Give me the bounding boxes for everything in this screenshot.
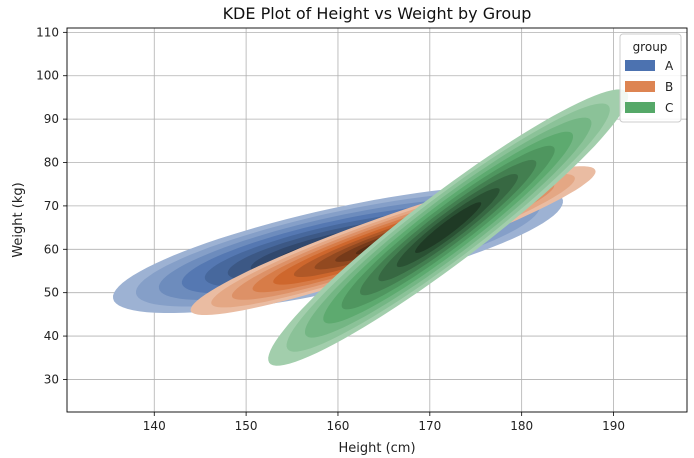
- x-tick-label: 170: [418, 419, 441, 433]
- y-tick-label: 100: [36, 69, 59, 83]
- x-tick-label: 190: [602, 419, 625, 433]
- y-tick-label: 70: [44, 199, 59, 213]
- chart-title: KDE Plot of Height vs Weight by Group: [223, 4, 532, 23]
- plot-frame: [66, 27, 688, 413]
- x-tick-label: 160: [327, 419, 350, 433]
- x-axis-label: Height (cm): [338, 441, 415, 456]
- y-tick-label: 90: [44, 112, 59, 126]
- y-tick-label: 80: [44, 156, 59, 170]
- legend-swatch-A: [625, 60, 655, 71]
- x-tick-label: 180: [510, 419, 533, 433]
- y-tick-label: 30: [44, 372, 59, 386]
- legend-label-A: A: [665, 59, 674, 73]
- legend-box: [619, 33, 682, 123]
- legend-label-C: C: [665, 101, 673, 115]
- legend-swatch-C: [625, 102, 655, 113]
- kde-level-C-9: [415, 202, 482, 253]
- kde-contours: [113, 89, 629, 366]
- x-tick-label: 140: [143, 419, 166, 433]
- legend-label-B: B: [665, 80, 673, 94]
- y-tick-label: 50: [44, 286, 59, 300]
- y-tick-label: 60: [44, 242, 59, 256]
- legend-items: ABC: [625, 59, 674, 115]
- y-tick-label: 110: [36, 25, 59, 39]
- legend: group ABC: [619, 33, 682, 123]
- kde-series-C: [268, 89, 629, 366]
- legend-swatch-B: [625, 81, 655, 92]
- y-tick-label: 40: [44, 329, 59, 343]
- y-axis-label: Weight (kg): [11, 182, 26, 257]
- legend-title: group: [633, 40, 668, 54]
- axis-ticks: 140 150 160 170 180 190 30 40 50 60 70 80 90 100 110: [36, 25, 625, 433]
- x-tick-label: 150: [235, 419, 258, 433]
